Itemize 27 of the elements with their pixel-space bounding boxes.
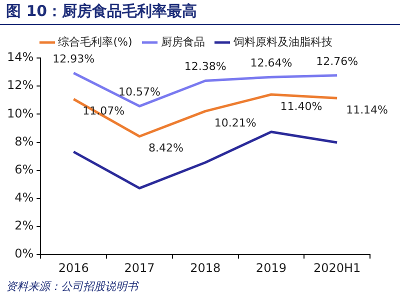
data-label: 11.14% (346, 104, 388, 117)
y-tick-label: 10% (7, 106, 34, 120)
text: 资料来源：公司招股说明书 (5, 279, 140, 294)
x-tick-label: 2018 (190, 260, 221, 275)
data-label: 12.38% (184, 60, 226, 74)
y-tick-label: 6% (14, 162, 34, 176)
y-tick-label: 2% (14, 218, 34, 233)
y-tick-label: 8% (14, 134, 34, 148)
y-tick-label: 4% (14, 190, 34, 205)
data-label: 12.93% (52, 52, 95, 66)
legend-label: 饲料原料及油脂科技 (232, 35, 332, 48)
data-label: 11.40% (280, 100, 322, 113)
x-tick-label: 2019 (256, 260, 286, 275)
data-label: 10.21% (214, 116, 256, 130)
x-tick-label: 2017 (124, 260, 155, 275)
data-label: 12.64% (250, 56, 292, 70)
data-label: 10.57% (118, 86, 160, 99)
data-label: 8.42% (148, 142, 184, 155)
y-tick-label: 0% (14, 246, 34, 261)
y-tick-label: 12% (7, 78, 34, 92)
y-tick-label: 14% (7, 50, 34, 64)
x-tick-label: 2020H1 (313, 260, 361, 275)
x-tick-label: 2016 (58, 260, 89, 275)
chart-title: 图 10：厨房食品毛利率最高 (0, 0, 400, 25)
legend-label: 综合毛利率(%) (58, 35, 132, 48)
data-label: 12.76% (316, 54, 358, 68)
legend-label: 厨房食品 (160, 35, 205, 48)
